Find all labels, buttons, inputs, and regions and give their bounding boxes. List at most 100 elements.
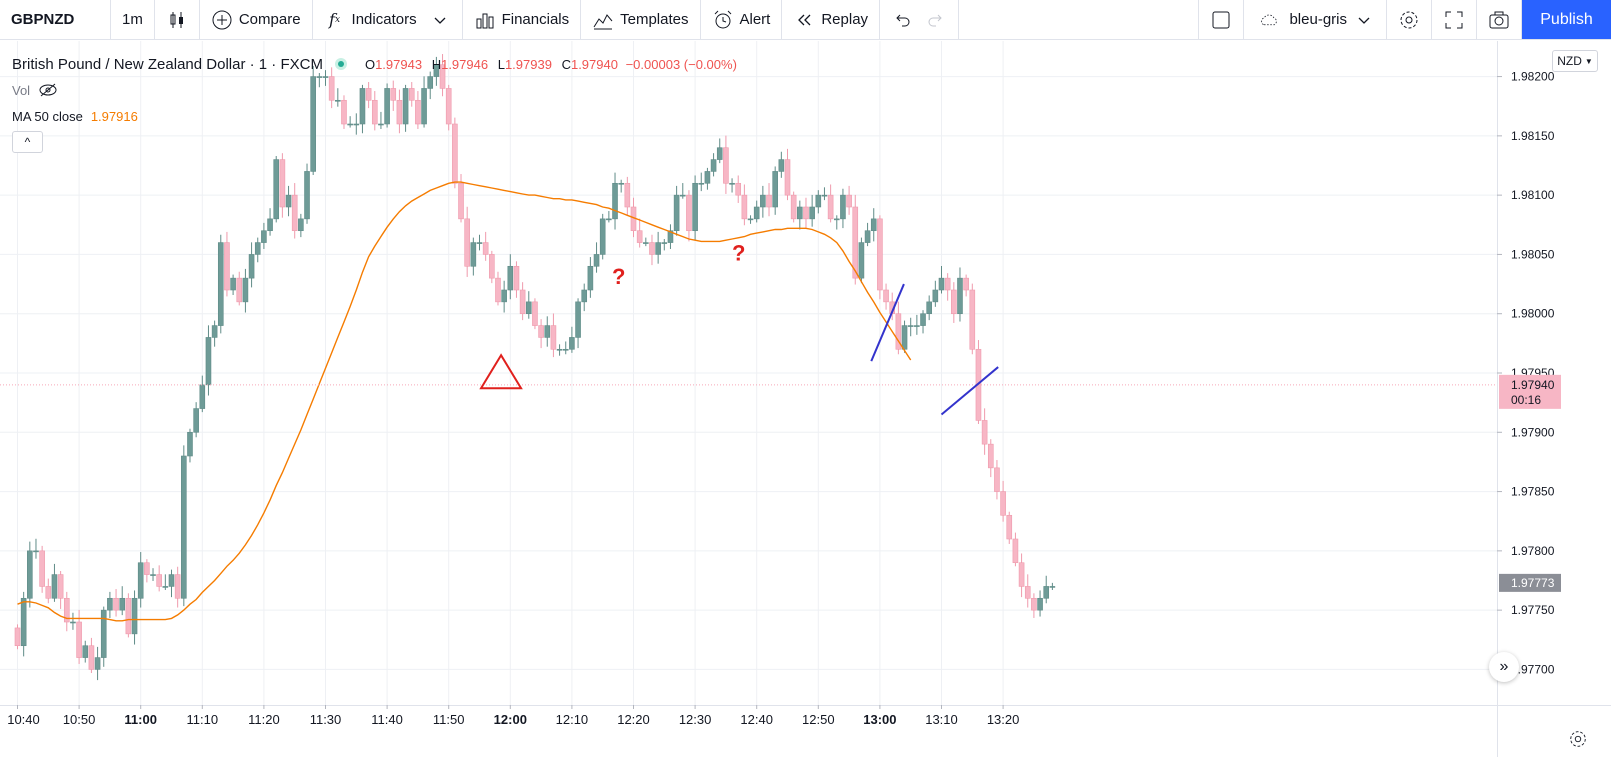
candle-body [772, 171, 778, 208]
alert-label: Alert [739, 11, 771, 28]
compare-label: Compare [238, 11, 301, 28]
chevron-down-icon[interactable] [1353, 9, 1375, 31]
settings-button[interactable] [1387, 0, 1432, 39]
candle-body [150, 574, 156, 576]
time-tick-label: 12:20 [617, 712, 650, 727]
candle-body [507, 265, 514, 291]
candle-body [452, 123, 458, 184]
candle-body [88, 645, 95, 670]
candle-body [70, 621, 76, 624]
double-chevron-right-icon: » [1499, 658, 1509, 675]
candle-body [1024, 586, 1031, 599]
candle-body [20, 597, 27, 647]
candle-body [833, 218, 840, 221]
volume-label[interactable]: Vol [12, 82, 31, 98]
candle-body [587, 265, 594, 291]
candle-body [273, 159, 280, 220]
candle-body [815, 194, 822, 208]
candle-body [230, 277, 236, 291]
countdown-label: 00:16 [1511, 393, 1541, 407]
candle-body [402, 88, 409, 125]
trendline [870, 283, 905, 362]
time-tick-label: 11:40 [371, 712, 403, 727]
scale-settings-button[interactable] [1566, 729, 1590, 753]
candle-body [562, 348, 569, 351]
price-tick-label: 1.97900 [1511, 425, 1555, 439]
candle-body [193, 408, 199, 433]
legend-main-row: British Pound / New Zealand Dollar · 1 ·… [12, 51, 737, 77]
price-tick-label: 1.98000 [1511, 307, 1555, 321]
candle-body [569, 337, 575, 350]
chart-area[interactable]: ?? 1.98200 1.98150 1.98100 1.98050 1.98000 1.9… [0, 41, 1611, 757]
series-title[interactable]: British Pound / New Zealand Dollar · 1 ·… [12, 55, 323, 73]
ma-label[interactable]: MA 50 close [12, 108, 83, 124]
interval-button[interactable]: 1m [111, 0, 155, 39]
templates-button[interactable]: Templates [581, 0, 701, 39]
price-chart[interactable]: ?? 1.98200 1.98150 1.98100 1.98050 1.98000 1.9… [0, 41, 1611, 757]
snapshot-button[interactable] [1477, 0, 1522, 39]
redo-icon[interactable] [925, 9, 947, 31]
candle-body [51, 574, 58, 599]
price-tick-label: 1.98150 [1511, 129, 1555, 143]
candle-body [858, 242, 865, 279]
candle-body [205, 337, 212, 386]
currency-selector[interactable]: NZD ▼ [1552, 50, 1598, 72]
fullscreen-layout-button[interactable] [1198, 0, 1245, 39]
interval-label: 1m [122, 11, 143, 28]
candle-body [100, 609, 107, 658]
undo-icon[interactable] [891, 9, 913, 31]
candle-body [359, 88, 366, 125]
cloud-icon [1255, 9, 1283, 31]
alert-button[interactable]: Alert [701, 0, 783, 39]
candle-body [137, 562, 144, 599]
candle-body [809, 206, 815, 220]
candle-body [384, 88, 390, 125]
compare-button[interactable]: Compare [200, 0, 313, 39]
open-value: 1.97943 [375, 56, 423, 72]
candle-body [747, 218, 754, 221]
time-tick-label: 12:30 [679, 712, 712, 727]
candle-body [1006, 514, 1013, 540]
candle-body [242, 277, 249, 303]
candle-body [119, 597, 126, 611]
financials-button[interactable]: Financials [463, 0, 582, 39]
symbol-label: GBPNZD [11, 11, 75, 28]
ma-value: 1.97916 [90, 108, 138, 124]
candle-body [33, 550, 39, 553]
layout-name-button[interactable]: bleu-gris [1244, 0, 1387, 39]
symbol-search[interactable]: GBPNZD [0, 0, 111, 39]
eye-hidden-icon[interactable] [38, 83, 58, 97]
candle-body [107, 597, 113, 611]
scroll-to-realtime-button[interactable]: » [1489, 652, 1519, 682]
candle-body [606, 218, 612, 221]
price-tick-label: 1.97850 [1511, 485, 1555, 499]
replay-button[interactable]: Replay [782, 0, 881, 39]
fullscreen-button[interactable] [1432, 0, 1477, 39]
candle-body [168, 574, 175, 587]
candle-body [341, 99, 347, 125]
current-price-label: 1.97940 [1511, 378, 1555, 392]
candle-body [673, 194, 680, 232]
candle-body [156, 574, 162, 587]
candle-body [661, 242, 668, 244]
candle-body [187, 431, 193, 457]
collapse-legend-button[interactable]: ^ [12, 131, 43, 153]
chevron-down-icon[interactable] [429, 9, 451, 31]
candle-body [593, 254, 600, 267]
candle-body [45, 586, 52, 599]
candle-body [895, 313, 902, 350]
candle-body [735, 182, 742, 196]
candle-body [729, 182, 735, 185]
candle-body [1043, 586, 1050, 599]
legend-ma-row: MA 50 close 1.97916 [12, 103, 737, 129]
candle-body [926, 301, 932, 315]
market-status-dot [334, 58, 347, 70]
plus-circle-icon [211, 9, 233, 31]
toolbar-spacer [959, 0, 1198, 39]
publish-button[interactable]: Publish [1522, 0, 1611, 39]
chart-type-button[interactable] [155, 0, 200, 39]
time-tick-label: 11:50 [433, 712, 465, 727]
time-tick-label: 10:40 [7, 712, 40, 727]
low-value: 1.97939 [504, 56, 552, 72]
